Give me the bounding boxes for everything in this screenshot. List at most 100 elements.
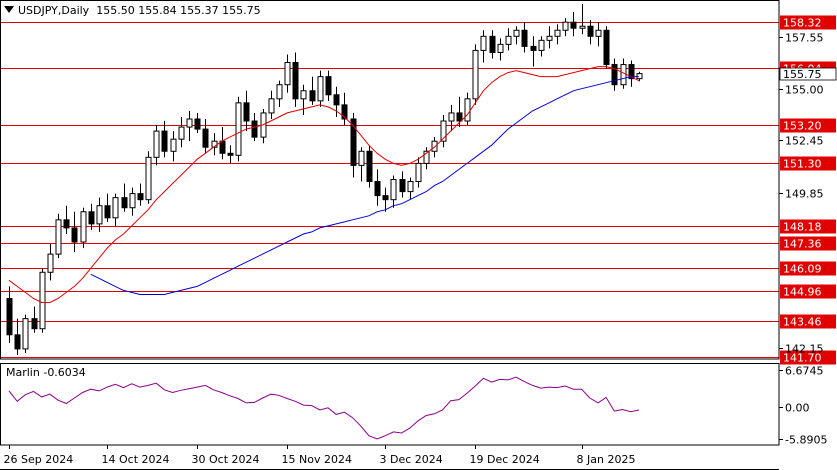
candle-bear xyxy=(489,35,496,53)
candle-bear xyxy=(382,195,389,201)
candle-bull xyxy=(407,181,414,193)
candle-bull xyxy=(129,193,136,209)
candle-bear xyxy=(587,25,594,37)
indicator-pane xyxy=(8,376,640,440)
candle-bear xyxy=(521,29,528,47)
candle-bull xyxy=(80,211,87,243)
candle-bull xyxy=(358,150,365,166)
osc-tick-label: 0.00 xyxy=(785,402,810,415)
osc-tick-label: -5.8905 xyxy=(785,434,827,447)
candle-bull xyxy=(317,76,324,102)
candle-bull xyxy=(268,98,275,114)
timeframe-label: Daily xyxy=(61,4,90,17)
moving-average-fast xyxy=(8,66,640,303)
candle-bull xyxy=(112,197,119,219)
candle-bull xyxy=(276,84,283,100)
candle-bull xyxy=(300,90,307,100)
x-tick-label: 15 Nov 2024 xyxy=(282,453,352,466)
candle-bear xyxy=(88,211,95,225)
candle-bear xyxy=(374,181,381,197)
x-tick-label: 8 Jan 2025 xyxy=(577,453,636,466)
marlin-oscillator-line xyxy=(8,376,640,440)
candle-bear xyxy=(243,102,250,122)
candle-bear xyxy=(31,318,38,330)
candle-bear xyxy=(292,62,299,100)
current-price-label: 155.75 xyxy=(783,68,822,81)
candle-bear xyxy=(251,120,258,138)
candle-bear xyxy=(603,29,610,66)
price-tick-label: 152.45 xyxy=(785,135,824,148)
candle-bull xyxy=(423,150,430,164)
level-label: 147.36 xyxy=(783,238,822,251)
candle-bear xyxy=(333,94,340,106)
level-label: 144.96 xyxy=(783,286,822,299)
price-tick-label: 149.85 xyxy=(785,188,824,201)
level-label-box xyxy=(780,236,836,251)
candle-bull xyxy=(47,253,54,273)
candle-bull xyxy=(431,140,438,152)
candle-bear xyxy=(366,150,373,183)
candle-bear xyxy=(104,205,111,219)
price-tick-label: 142.15 xyxy=(785,343,824,356)
level-label: 153.20 xyxy=(783,120,822,133)
level-label: 141.70 xyxy=(783,352,822,365)
candle-bear xyxy=(456,112,463,122)
candle-bull xyxy=(96,205,103,225)
indicator-name: Marlin xyxy=(6,366,40,379)
chart-title: USDJPY,Daily 155.50 155.84 155.37 155.75 xyxy=(4,4,261,17)
candle-bear xyxy=(628,64,635,80)
candle-bear xyxy=(570,21,577,29)
candle-bull xyxy=(284,62,291,86)
candle-bear xyxy=(350,118,357,166)
indicator-value: -0.6034 xyxy=(43,366,86,379)
candle-bull xyxy=(554,29,561,37)
candle-bull xyxy=(620,64,627,86)
candle-bull xyxy=(472,49,479,100)
candle-bear xyxy=(194,118,201,130)
candle-bull xyxy=(480,35,487,51)
price-tick-label: 157.55 xyxy=(785,32,824,45)
level-label-box xyxy=(780,15,836,30)
candle-bear xyxy=(137,193,144,201)
candle-bull xyxy=(186,118,193,128)
candle-bull xyxy=(546,35,553,41)
indicator-pane-border xyxy=(0,363,780,446)
candle-bull xyxy=(464,98,471,122)
candle-bull xyxy=(22,318,29,350)
level-label: 146.09 xyxy=(783,263,822,276)
candle-bull xyxy=(390,179,397,201)
level-label-box xyxy=(780,314,836,329)
level-label-box xyxy=(780,261,836,276)
candle-bull xyxy=(153,130,160,158)
candle-bull xyxy=(145,156,152,201)
level-label-box xyxy=(780,156,836,171)
level-label: 158.32 xyxy=(783,17,822,30)
candle-bear xyxy=(121,197,128,209)
level-label-box xyxy=(780,118,836,133)
dropdown-triangle-icon[interactable] xyxy=(4,6,14,13)
candle-bear xyxy=(325,76,332,96)
candle-bear xyxy=(202,128,209,148)
candle-bull xyxy=(497,43,504,53)
symbol-label: USDJPY xyxy=(18,4,58,17)
candle-bull xyxy=(579,25,586,29)
candle-bear xyxy=(71,227,78,243)
x-tick-label: 3 Dec 2024 xyxy=(380,453,443,466)
x-tick-label: 14 Oct 2024 xyxy=(102,453,170,466)
candle-bear xyxy=(14,334,21,350)
level-label-box xyxy=(780,350,836,365)
x-tick-label: 26 Sep 2024 xyxy=(4,453,74,466)
current-price-box xyxy=(779,67,837,81)
candle-bull xyxy=(415,162,422,183)
candle-bull xyxy=(170,138,177,152)
candle-bull xyxy=(505,35,512,45)
level-label: 143.46 xyxy=(783,316,822,329)
ohlc-values: 155.50 155.84 155.37 155.75 xyxy=(96,4,261,17)
moving-average-slow xyxy=(90,76,639,295)
candle-bear xyxy=(399,179,406,193)
price-tick-label: 155.00 xyxy=(785,84,824,97)
candle-bear xyxy=(63,219,70,229)
level-label-box xyxy=(780,284,836,299)
candle-bull xyxy=(440,120,447,142)
